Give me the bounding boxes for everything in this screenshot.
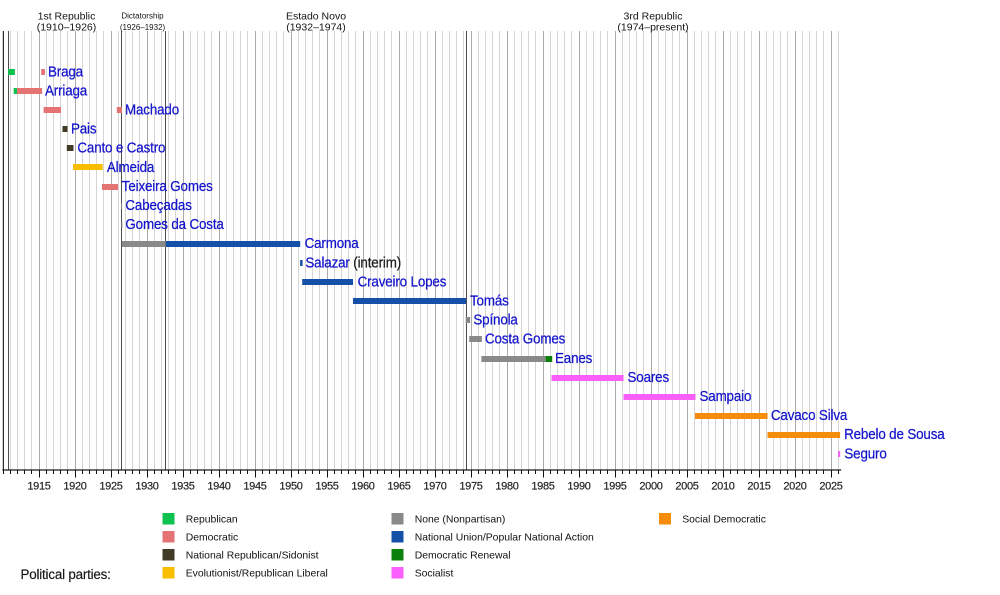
svg-text:Teixeira Gomes: Teixeira Gomes: [122, 177, 213, 194]
svg-text:Braga: Braga: [48, 63, 83, 80]
svg-text:None (Nonpartisan): None (Nonpartisan): [415, 515, 506, 526]
svg-text:1985: 1985: [531, 480, 554, 492]
svg-text:3rd Republic: 3rd Republic: [624, 11, 683, 23]
svg-text:Estado Novo: Estado Novo: [286, 11, 346, 23]
svg-text:1940: 1940: [207, 480, 230, 492]
svg-text:Arriaga: Arriaga: [45, 82, 88, 99]
svg-text:Political parties:: Political parties:: [21, 567, 111, 582]
svg-text:Rebelo de Sousa: Rebelo de Sousa: [844, 426, 945, 443]
svg-text:1925: 1925: [99, 480, 122, 492]
svg-text:Seguro: Seguro: [844, 445, 887, 462]
svg-text:1915: 1915: [27, 480, 50, 492]
svg-text:1980: 1980: [495, 480, 518, 492]
svg-text:Costa Gomes: Costa Gomes: [485, 330, 565, 347]
svg-text:Cavaco Silva: Cavaco Silva: [771, 407, 848, 424]
svg-text:1950: 1950: [279, 480, 302, 492]
svg-text:Cabeçadas: Cabeçadas: [125, 197, 192, 214]
svg-text:2025: 2025: [819, 480, 842, 492]
svg-text:1975: 1975: [459, 480, 482, 492]
svg-text:1st Republic: 1st Republic: [38, 11, 96, 23]
svg-text:Spínola: Spínola: [473, 311, 518, 328]
svg-text:1945: 1945: [243, 480, 266, 492]
svg-text:National Republican/Sidonist: National Republican/Sidonist: [186, 551, 319, 562]
svg-text:1990: 1990: [567, 480, 590, 492]
svg-text:2010: 2010: [711, 480, 734, 492]
svg-text:Dictatorship: Dictatorship: [121, 12, 164, 21]
svg-text:Salazar (interim): Salazar (interim): [305, 254, 401, 271]
svg-text:(1910–1926): (1910–1926): [37, 21, 97, 33]
svg-text:1995: 1995: [603, 480, 626, 492]
svg-text:Socialist: Socialist: [415, 569, 454, 580]
svg-text:Craveiro Lopes: Craveiro Lopes: [358, 273, 447, 290]
svg-text:Republican: Republican: [186, 515, 238, 526]
svg-text:(1926–1932): (1926–1932): [120, 23, 166, 32]
svg-text:Carmona: Carmona: [305, 235, 359, 252]
svg-text:National Union/Popular Nationa: National Union/Popular National Action: [415, 533, 594, 544]
svg-text:Eanes: Eanes: [555, 349, 592, 366]
svg-text:1920: 1920: [63, 480, 86, 492]
svg-text:Evolutionist/Republican Libera: Evolutionist/Republican Liberal: [186, 569, 328, 580]
svg-text:2020: 2020: [783, 480, 806, 492]
svg-text:1960: 1960: [351, 480, 374, 492]
svg-text:Machado: Machado: [125, 101, 179, 118]
svg-text:Democratic: Democratic: [186, 533, 239, 544]
svg-text:Sampaio: Sampaio: [699, 388, 751, 405]
svg-text:Democratic Renewal: Democratic Renewal: [415, 551, 511, 562]
svg-text:2000: 2000: [639, 480, 662, 492]
svg-text:2015: 2015: [747, 480, 770, 492]
svg-text:Soares: Soares: [628, 368, 670, 385]
svg-text:1935: 1935: [171, 480, 194, 492]
svg-text:(1932–1974): (1932–1974): [286, 21, 346, 33]
svg-text:Gomes da Costa: Gomes da Costa: [125, 216, 224, 233]
svg-text:Almeida: Almeida: [107, 158, 155, 175]
svg-text:Canto e Castro: Canto e Castro: [77, 139, 165, 156]
svg-text:Tomás: Tomás: [470, 292, 509, 309]
svg-text:1965: 1965: [387, 480, 410, 492]
svg-text:Pais: Pais: [71, 120, 97, 137]
svg-text:(1974–present): (1974–present): [617, 21, 688, 33]
svg-text:1970: 1970: [423, 480, 446, 492]
svg-text:1930: 1930: [135, 480, 158, 492]
svg-text:1955: 1955: [315, 480, 338, 492]
svg-text:Social Democratic: Social Democratic: [682, 515, 766, 526]
svg-text:2005: 2005: [675, 480, 698, 492]
